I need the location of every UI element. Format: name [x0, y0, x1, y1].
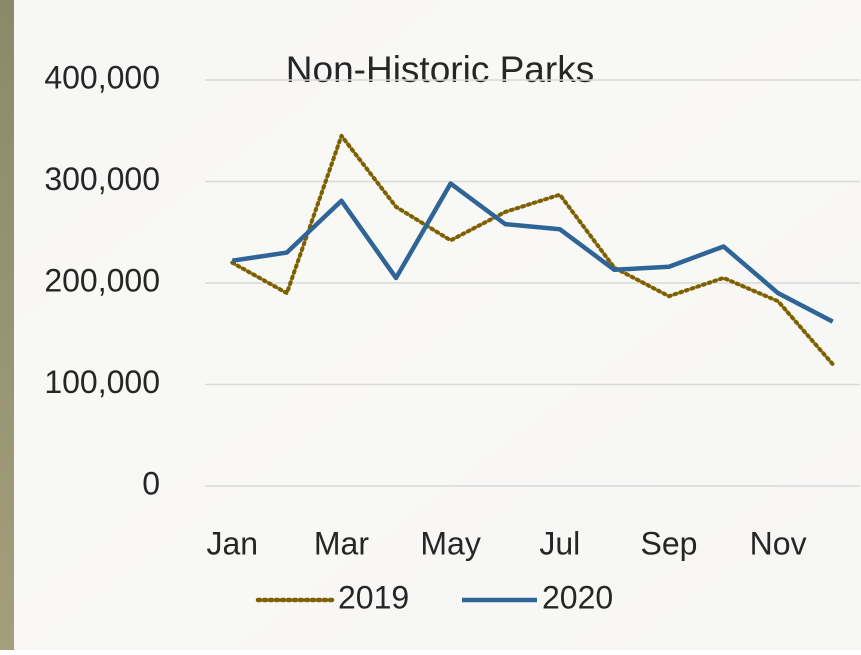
legend-label: 2020 — [542, 579, 613, 615]
chart-title: Non-Historic Parks — [286, 49, 594, 90]
x-tick-label: Nov — [750, 525, 807, 561]
x-tick-label: Sep — [640, 525, 697, 561]
y-tick-label: 0 — [142, 465, 160, 501]
y-tick-label: 400,000 — [44, 59, 160, 95]
chart: Non-Historic Parks 0 100,000 200,000 300,00… — [0, 0, 861, 650]
y-tick-label: 300,000 — [44, 161, 160, 197]
x-tick-label: Mar — [314, 525, 369, 561]
x-tick-label: Jan — [206, 525, 258, 561]
legend-label: 2019 — [338, 579, 409, 615]
y-tick-label: 200,000 — [44, 262, 160, 298]
x-tick-label: May — [420, 525, 480, 561]
x-tick-label: Jul — [539, 525, 580, 561]
y-tick-label: 100,000 — [44, 364, 160, 400]
